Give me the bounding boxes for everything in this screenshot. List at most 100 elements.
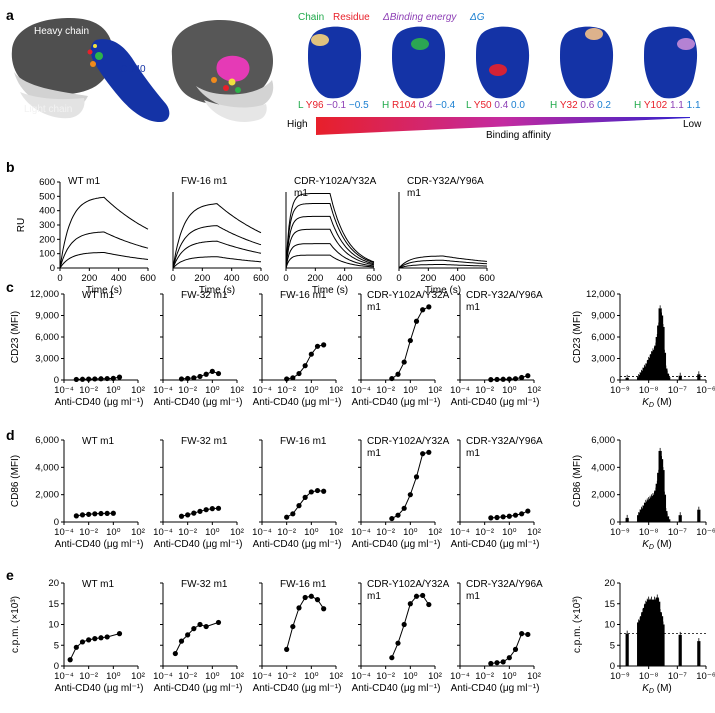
x-tick-label: 10⁻² (178, 385, 197, 396)
y-tick-label: 0 (610, 517, 615, 528)
y-tick-label: 6,000 (35, 435, 59, 446)
sensorgram-curve (172, 256, 262, 269)
y-tick-label: 0 (610, 375, 615, 386)
sensorgram-curve (172, 203, 262, 269)
subplot-title: CDR-Y32A/Y96A (407, 176, 484, 187)
data-point (79, 639, 86, 645)
data-point (191, 626, 197, 632)
data-point (215, 619, 222, 626)
y-tick-label: 0 (54, 517, 59, 528)
data-point (178, 513, 185, 519)
data-point (110, 510, 116, 516)
cd40-label: CD40 (120, 64, 146, 75)
data-point (197, 621, 203, 628)
y-tick-label: 0 (610, 661, 615, 672)
subplot-title: CDR-Y32A/Y96A (466, 579, 543, 590)
y-tick-label: 5 (54, 640, 59, 651)
data-point (407, 601, 413, 607)
residue-dbe-value: 0.6 (578, 100, 595, 111)
data-point (86, 376, 92, 382)
data-point (104, 510, 110, 516)
dose-response-line (286, 595, 325, 650)
kd-bar (678, 634, 682, 666)
x-tick-label: 10⁻⁹ (610, 527, 630, 538)
panel-label-b: b (6, 159, 15, 175)
data-point (197, 373, 203, 380)
data-point (525, 373, 531, 379)
residue-structure-0 (308, 26, 362, 99)
x-tick-label: 10⁻⁷ (668, 385, 688, 396)
cd40-surface (560, 26, 614, 99)
data-point (426, 601, 432, 608)
data-point (284, 514, 290, 520)
data-point (407, 337, 413, 344)
sensorgram-curve (59, 231, 149, 269)
structure-complex-side (11, 18, 170, 122)
residue-dg-value: −0.4 (433, 100, 456, 111)
residue-dg-value: 0.0 (508, 100, 525, 111)
y-tick-label: 15 (604, 599, 615, 610)
x-tick-label: 10⁻⁶ (696, 671, 715, 682)
data-point (172, 650, 178, 657)
data-point (525, 508, 531, 514)
cd40-surface (644, 26, 698, 99)
subplot-title: CDR-Y32A/Y96A (466, 436, 543, 447)
x-tick-label: 10⁻² (277, 527, 296, 538)
x-tick-label: 10⁻⁴ (153, 671, 173, 682)
residue-dg-value: 0.2 (594, 100, 611, 111)
kd-bar-chart-c: 0 3,000 6,000 9,000 12,000 10⁻⁹ 10⁻⁸ 10⁻⁷ 10⁻⁶ KD… (572, 289, 715, 409)
structure-complex-top (171, 20, 274, 122)
x-axis-label: Time (s) (312, 285, 348, 296)
data-point (73, 644, 79, 650)
y-tick-label: 100 (39, 249, 55, 260)
residue-dbe-value: −0.1 (324, 100, 347, 111)
sensorgram-1: 0 200 400 600 Time (s) FW-16 m1 (170, 176, 269, 296)
data-point (321, 606, 327, 612)
subplot-title: CDR-Y102A/Y32A (294, 176, 377, 187)
x-axis-label: Anti-CD40 (μg ml⁻¹) (55, 539, 144, 550)
x-tick-label: 10⁻² (178, 671, 197, 682)
kd-bar (667, 377, 671, 380)
x-axis-label: Anti-CD40 (μg ml⁻¹) (451, 539, 540, 550)
x-axis-label: Anti-CD40 (μg ml⁻¹) (451, 397, 540, 408)
x-tick-label: 10² (131, 671, 145, 682)
x-tick-label: 10⁻⁴ (351, 527, 371, 538)
data-point (395, 371, 401, 377)
x-tick-label: 10² (230, 385, 244, 396)
x-tick-label: 200 (307, 273, 323, 284)
x-tick-label: 10⁻⁴ (351, 385, 371, 396)
data-point (203, 507, 209, 513)
data-point (420, 451, 426, 457)
data-point (215, 505, 222, 511)
x-tick-label: 10⁰ (304, 671, 319, 682)
data-point (86, 511, 92, 517)
x-tick-label: 10⁻⁴ (54, 385, 74, 396)
data-point (296, 370, 302, 377)
y-tick-label: 200 (39, 234, 55, 245)
x-axis-label: Anti-CD40 (μg ml⁻¹) (253, 397, 342, 408)
kd-bar (665, 373, 669, 380)
data-point (494, 514, 500, 521)
subplot-title: FW-16 m1 (280, 579, 327, 590)
x-tick-label: 600 (366, 273, 382, 284)
kd-subscript: D (649, 544, 654, 551)
subplot-title: FW-16 m1 (280, 436, 327, 447)
x-tick-label: 0 (283, 273, 288, 284)
residue-highlight (411, 38, 429, 50)
kd-bar (667, 519, 671, 522)
data-point (488, 377, 494, 383)
x-tick-label: 10⁻⁴ (351, 671, 371, 682)
x-tick-label: 10² (527, 385, 541, 396)
residue-residue-value: Y50 (471, 100, 492, 111)
x-tick-label: 10⁻² (376, 671, 395, 682)
residue-dbe-value: 0.4 (416, 100, 433, 111)
data-point (67, 657, 73, 663)
subplot-title: CDR-Y32A/Y96A (466, 290, 543, 301)
data-point (215, 370, 222, 377)
x-tick-label: 600 (140, 273, 156, 284)
data-point (321, 342, 327, 348)
data-point (197, 508, 203, 514)
data-point (209, 506, 215, 512)
